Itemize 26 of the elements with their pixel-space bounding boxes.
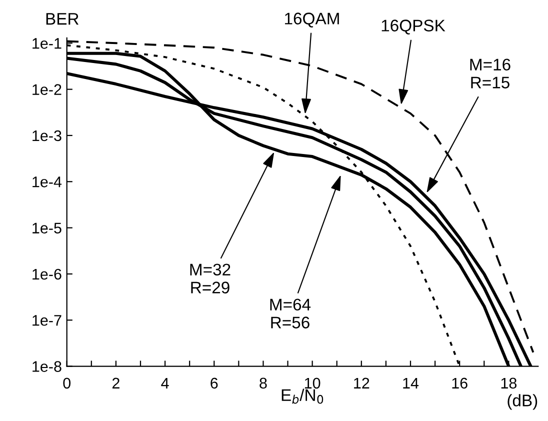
y-axis-title: BER <box>46 13 79 25</box>
annotation: M=16 R=15 <box>470 58 510 88</box>
annotation: M=32 R=29 <box>190 264 230 294</box>
annotation: 16QPSK <box>382 20 446 34</box>
x-tick-label: 12 <box>354 378 370 388</box>
x-tick-label: 0 <box>63 378 71 389</box>
x-tick-label: 18 <box>501 378 517 389</box>
x-tick-label: 8 <box>260 378 267 389</box>
annotation: 16QAM <box>285 12 339 28</box>
y-tick-label: 1e-5 <box>32 222 62 234</box>
y-tick-label: 1e-6 <box>32 268 62 280</box>
x-tick-label: 4 <box>161 378 169 388</box>
y-tick-label: 1e-8 <box>32 361 62 372</box>
y-tick-label: 1e-3 <box>32 130 62 142</box>
x-tick-label: 6 <box>210 378 218 389</box>
x-tick-label: 16 <box>452 378 468 389</box>
x-tick-label: 2 <box>112 378 120 388</box>
x-tick-label: 10 <box>304 378 320 389</box>
y-tick-label: 1e-2 <box>32 84 62 95</box>
x-axis-title: E$_{b}$/N$_{0}$ <box>282 388 324 404</box>
x-tick-label: 14 <box>403 378 419 388</box>
y-tick-label: 1e-7 <box>32 315 62 326</box>
annotation: M=64 R=56 <box>270 298 311 328</box>
y-tick-label: 1e-1 <box>32 38 62 49</box>
text: (dB) <box>508 394 538 410</box>
y-tick-label: 1e-4 <box>32 176 62 188</box>
